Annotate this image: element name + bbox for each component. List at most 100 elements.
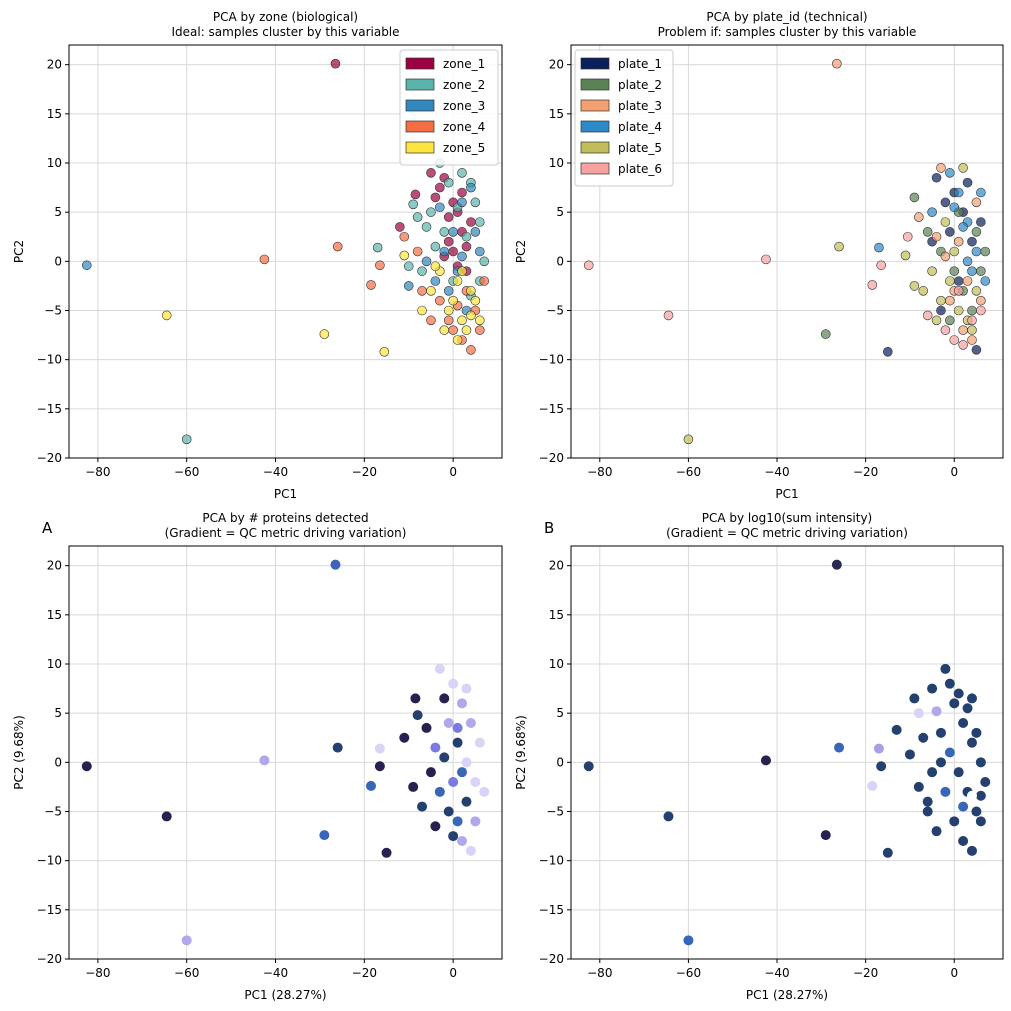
scatter-point <box>421 722 432 733</box>
scatter-point <box>913 708 924 719</box>
scatter-point-plate_4 <box>949 202 960 213</box>
scatter-point <box>448 831 459 842</box>
chart-subtitle: (Gradient = QC metric driving variation) <box>666 526 908 540</box>
legend-label: zone_4 <box>443 120 485 134</box>
scatter-point <box>410 693 421 704</box>
scatter-point <box>399 732 410 743</box>
scatter-point-zone_4 <box>426 315 436 326</box>
scatter-point <box>470 816 481 827</box>
y-tick-label: −15 <box>37 903 62 917</box>
y-tick-label: −10 <box>37 854 62 868</box>
scatter-point-plate_5 <box>927 266 937 276</box>
scatter-point-zone_4 <box>448 325 458 335</box>
scatter-point-zone_2 <box>403 261 414 272</box>
panel-letter: A <box>42 519 53 537</box>
scatter-point <box>927 767 938 778</box>
legend-label: plate_6 <box>618 162 662 176</box>
scatter-point-plate_2 <box>945 315 955 326</box>
chart-subtitle: (Gradient = QC metric driving variation) <box>165 526 407 540</box>
scatter-point <box>927 683 938 694</box>
scatter-point-zone_1 <box>410 189 421 200</box>
scatter-point <box>873 743 884 754</box>
legend-label: plate_3 <box>618 99 662 113</box>
scatter-point-zone_3 <box>403 281 414 291</box>
scatter-point <box>953 767 964 778</box>
scatter-point <box>161 811 172 822</box>
scatter-point-plate_5 <box>931 315 942 326</box>
scatter-point-plate_3 <box>953 236 964 247</box>
y-tick-label: 5 <box>556 706 564 720</box>
panel-2: −80 −60 −40 −20 0 −20 −15 −10 −5 0 5 10 15 20 PC1 PC2 PC… <box>514 10 1004 501</box>
scatter-point-zone_2 <box>470 197 481 208</box>
scatter-point <box>452 816 463 827</box>
y-tick-label: −15 <box>37 402 62 416</box>
chart-subtitle: Ideal: samples cluster by this variable <box>171 25 399 39</box>
scatter-point-zone_3 <box>457 197 467 208</box>
scatter-point-zone_5 <box>430 261 441 272</box>
scatter-point-plate_3 <box>958 325 968 335</box>
scatter-point-plate_1 <box>882 346 893 357</box>
scatter-point-plate_3 <box>832 58 842 69</box>
x-tick-label: −20 <box>352 966 377 980</box>
scatter-point <box>953 688 964 699</box>
scatter-point-plate_3 <box>976 295 986 306</box>
scatter-point-zone_5 <box>399 250 410 261</box>
scatter-point <box>452 737 463 748</box>
legend-swatch <box>405 99 435 112</box>
y-tick-label: 0 <box>556 254 564 268</box>
scatter-point-zone_5 <box>426 286 436 296</box>
scatter-point-plate_3 <box>967 335 977 345</box>
scatter-point-zone_5 <box>452 276 463 286</box>
scatter-point <box>452 722 463 733</box>
scatter-point <box>181 935 192 946</box>
scatter-point-plate_6 <box>876 260 886 271</box>
scatter-point-zone_2 <box>457 168 467 178</box>
x-tick-label: 0 <box>449 465 457 479</box>
scatter-point-plate_5 <box>953 305 964 316</box>
x-tick-label: −20 <box>853 966 878 980</box>
scatter-point-plate_1 <box>936 305 946 316</box>
scatter-points <box>583 559 991 946</box>
scatter-point <box>904 749 915 760</box>
scatter-point-zone_2 <box>479 256 490 267</box>
scatter-point-zone_3 <box>470 227 481 237</box>
y-tick-label: 0 <box>556 755 564 769</box>
y-tick-label: 10 <box>47 657 62 671</box>
y-tick-label: −15 <box>539 903 564 917</box>
legend-label: zone_3 <box>443 99 485 113</box>
scatter-point <box>443 806 454 817</box>
legend-swatch <box>405 141 435 154</box>
scatter-point <box>922 806 933 817</box>
y-tick-label: 0 <box>54 755 62 769</box>
scatter-point-zone_3 <box>421 256 432 267</box>
scatter-point <box>966 737 977 748</box>
chart-title: PCA by log10(sum intensity) <box>702 511 872 525</box>
legend-label: plate_2 <box>618 78 662 92</box>
scatter-point <box>909 693 920 704</box>
x-tick-label: −40 <box>764 966 789 980</box>
scatter-point <box>583 761 594 772</box>
x-tick-label: −60 <box>676 465 701 479</box>
legend-swatch <box>405 57 435 70</box>
scatter-point-zone_5 <box>379 346 390 357</box>
scatter-point-plate_1 <box>931 172 942 183</box>
scatter-point-zone_3 <box>430 276 441 286</box>
y-axis-label: PC2 <box>12 240 26 263</box>
scatter-point <box>931 706 942 717</box>
scatter-point-zone_2 <box>417 266 427 276</box>
scatter-point <box>971 727 982 738</box>
scatter-point <box>465 845 476 856</box>
x-tick-label: 0 <box>950 465 958 479</box>
scatter-point-plate_1 <box>976 217 986 227</box>
scatter-point-plate_1 <box>945 227 955 237</box>
scatter-point-zone_2 <box>408 199 418 210</box>
scatter-point <box>891 724 902 735</box>
chart-title: PCA by plate_id (technical) <box>706 10 867 24</box>
axes-frame <box>570 545 1004 960</box>
scatter-point <box>931 826 942 837</box>
y-tick-label: −5 <box>546 304 564 318</box>
legend-swatch <box>405 120 435 133</box>
x-axis-label: PC1 <box>775 487 798 501</box>
scatter-point-zone_1 <box>443 212 454 222</box>
